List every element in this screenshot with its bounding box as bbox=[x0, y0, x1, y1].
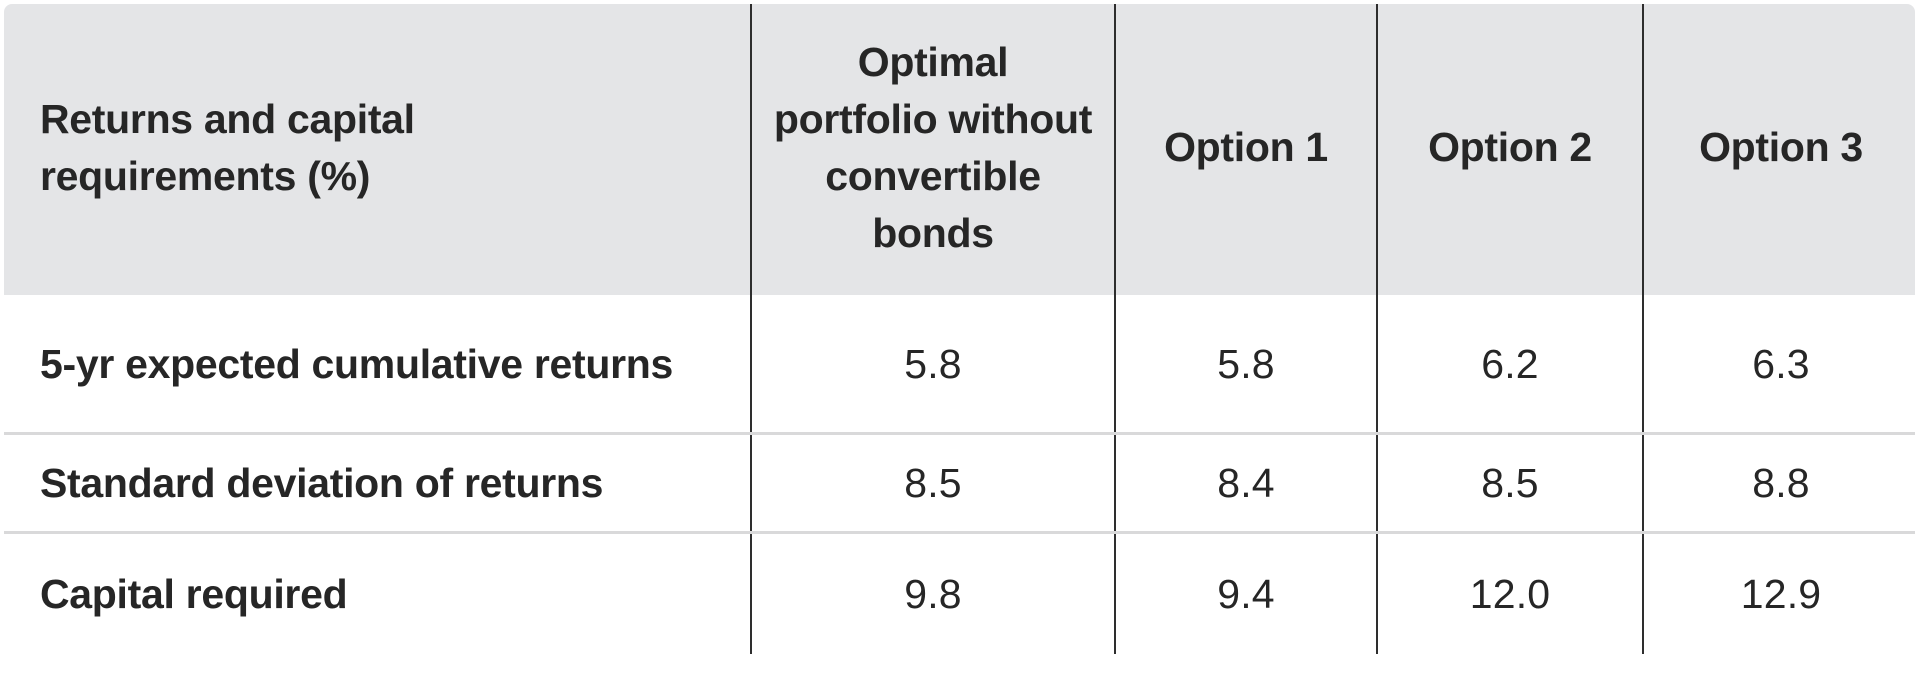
cell-value: 5.8 bbox=[904, 341, 962, 387]
table-title-cell: Returns and capital requirements (%) bbox=[40, 95, 415, 199]
cell-value: 9.4 bbox=[1217, 570, 1275, 617]
cell-value: 6.3 bbox=[1752, 341, 1810, 387]
column-divider bbox=[1376, 4, 1378, 654]
cell-value: 9.8 bbox=[904, 570, 962, 617]
column-divider bbox=[1642, 4, 1644, 654]
column-divider bbox=[1114, 4, 1116, 654]
column-header-option-3: Option 3 bbox=[1699, 124, 1863, 170]
cell-value: 8.8 bbox=[1752, 460, 1810, 506]
column-header-optimal-portfolio: Optimal portfolio without convertible bo… bbox=[773, 38, 1093, 256]
row-separator bbox=[4, 432, 1915, 435]
row-label-expected-returns: 5-yr expected cumulative returns bbox=[40, 341, 673, 387]
cell-value: 5.8 bbox=[1217, 341, 1275, 387]
column-divider bbox=[750, 4, 752, 654]
cell-value: 12.0 bbox=[1469, 570, 1551, 617]
cell-value: 8.5 bbox=[904, 460, 962, 506]
row-label-capital-required: Capital required bbox=[40, 570, 348, 617]
cell-value: 8.5 bbox=[1481, 460, 1539, 506]
column-header-option-1: Option 1 bbox=[1164, 124, 1328, 170]
table-grid: Returns and capital requirements (%) Opt… bbox=[40, 38, 1863, 617]
cell-value: 6.2 bbox=[1481, 341, 1539, 387]
column-header-option-2: Option 2 bbox=[1428, 124, 1592, 170]
cell-value: 8.4 bbox=[1217, 460, 1275, 506]
row-label-standard-deviation: Standard deviation of returns bbox=[40, 460, 604, 506]
row-separator bbox=[4, 531, 1915, 534]
cell-value: 12.9 bbox=[1740, 570, 1822, 617]
table-header-background bbox=[4, 4, 1915, 295]
